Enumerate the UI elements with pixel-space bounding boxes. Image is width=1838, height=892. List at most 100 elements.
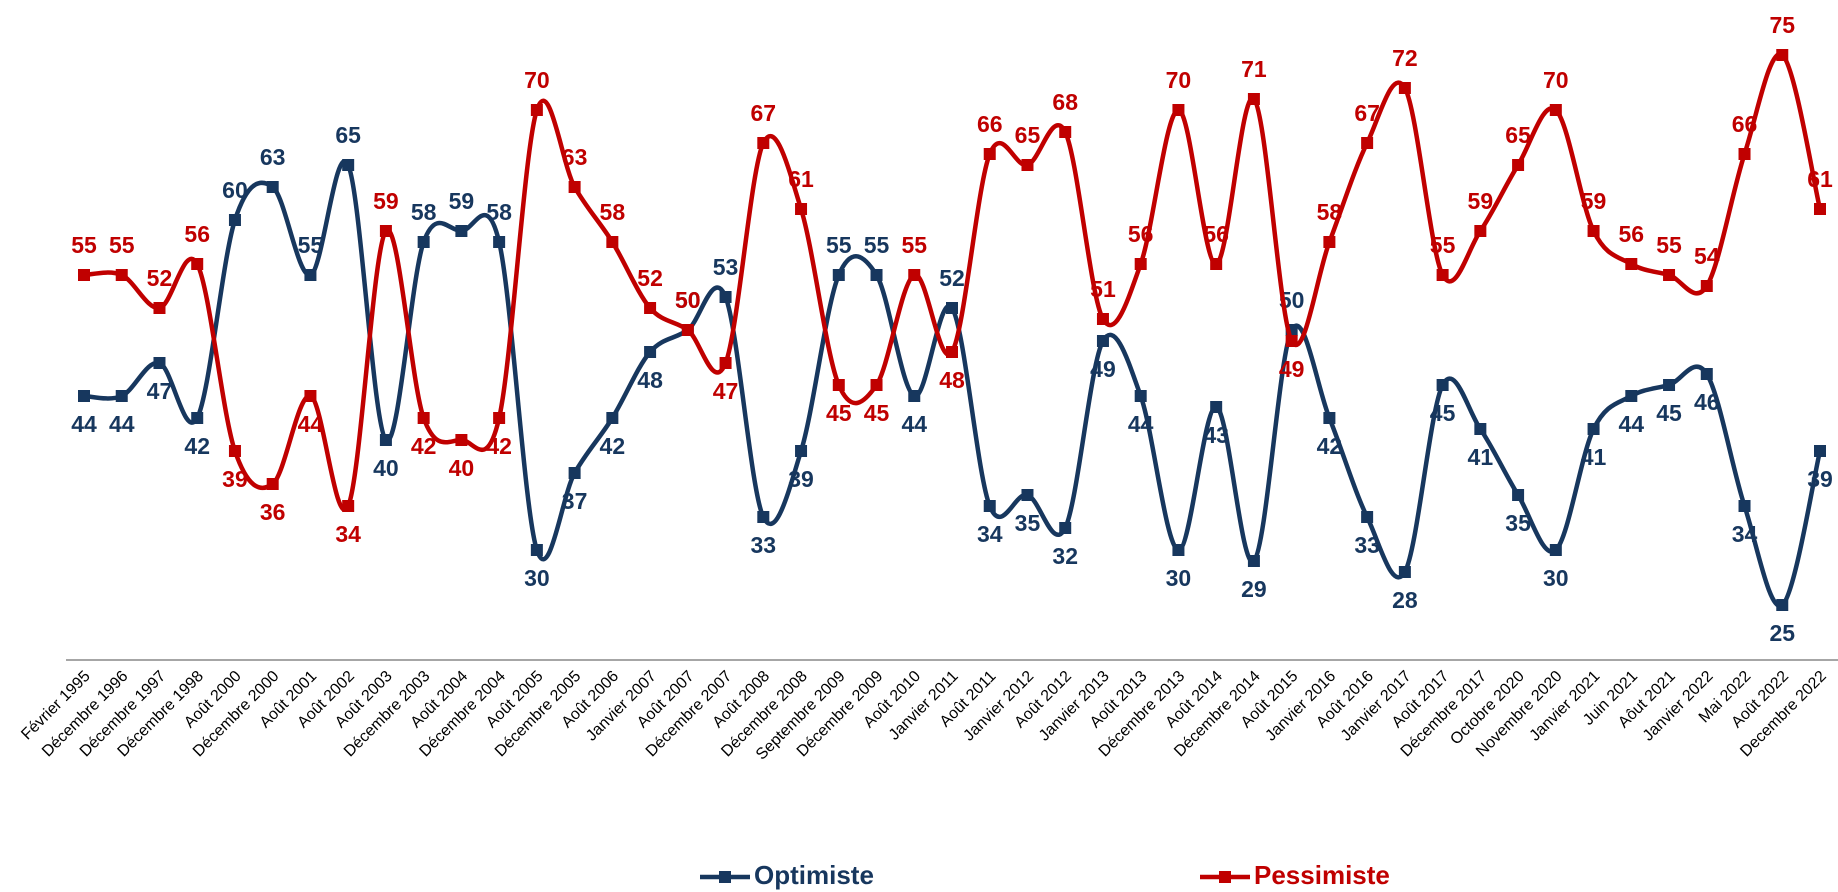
- data-label: 30: [1166, 565, 1192, 591]
- legend-marker: [1219, 871, 1231, 883]
- data-label: 44: [1619, 411, 1645, 437]
- marker: [1776, 49, 1789, 61]
- data-label: 50: [675, 287, 701, 313]
- marker: [228, 445, 241, 457]
- marker: [1059, 522, 1072, 534]
- marker: [379, 434, 392, 446]
- data-label: 45: [826, 400, 852, 426]
- marker: [568, 181, 581, 193]
- data-label: 51: [1090, 276, 1116, 302]
- data-label: 33: [751, 532, 777, 558]
- data-label: 66: [1732, 111, 1758, 137]
- marker: [304, 390, 317, 402]
- marker: [1474, 423, 1487, 435]
- data-label: 67: [1354, 100, 1380, 126]
- data-label: 42: [411, 433, 437, 459]
- marker: [1625, 390, 1638, 402]
- data-label: 45: [864, 400, 890, 426]
- data-label: 56: [1203, 221, 1229, 247]
- marker: [304, 269, 317, 281]
- data-label: 49: [1090, 356, 1116, 382]
- marker: [1700, 280, 1713, 292]
- marker: [417, 236, 430, 248]
- marker: [228, 214, 241, 226]
- data-label: 40: [449, 455, 475, 481]
- marker: [530, 544, 543, 556]
- marker: [379, 225, 392, 237]
- data-label: 65: [335, 122, 361, 148]
- data-label: 68: [1052, 89, 1078, 115]
- data-label: 55: [864, 232, 890, 258]
- marker: [832, 379, 845, 391]
- marker: [1323, 412, 1336, 424]
- marker: [1700, 368, 1713, 380]
- marker: [1512, 159, 1525, 171]
- marker: [1738, 148, 1751, 160]
- data-label: 42: [486, 433, 512, 459]
- data-label: 33: [1354, 532, 1380, 558]
- data-label: 56: [1128, 221, 1154, 247]
- data-label: 34: [1732, 521, 1758, 547]
- marker: [795, 203, 808, 215]
- marker: [1776, 599, 1789, 611]
- data-label: 59: [373, 188, 399, 214]
- marker: [78, 390, 90, 402]
- marker: [1398, 566, 1411, 578]
- legend-label: Optimiste: [754, 860, 874, 890]
- data-label: 42: [600, 433, 626, 459]
- marker: [78, 269, 90, 281]
- marker: [719, 357, 732, 369]
- marker: [191, 412, 204, 424]
- marker: [493, 236, 506, 248]
- data-label: 55: [1430, 232, 1456, 258]
- marker: [908, 390, 921, 402]
- data-label: 43: [1203, 422, 1229, 448]
- data-label: 55: [109, 232, 135, 258]
- marker: [191, 258, 204, 270]
- data-label: 32: [1052, 543, 1078, 569]
- data-label: 50: [675, 287, 701, 313]
- data-label: 30: [1543, 565, 1569, 591]
- data-label: 34: [335, 521, 361, 547]
- data-label: 71: [1241, 56, 1267, 82]
- marker: [681, 324, 694, 336]
- marker: [1625, 258, 1638, 270]
- data-label: 37: [562, 488, 588, 514]
- marker: [342, 159, 355, 171]
- marker: [115, 390, 128, 402]
- data-label: 48: [939, 367, 965, 393]
- marker: [1663, 379, 1676, 391]
- data-label: 35: [1015, 510, 1041, 536]
- marker: [719, 291, 732, 303]
- marker: [153, 302, 166, 314]
- data-label: 46: [1694, 389, 1720, 415]
- data-label: 47: [713, 378, 739, 404]
- marker: [644, 346, 657, 358]
- data-label: 41: [1468, 444, 1494, 470]
- marker: [1323, 236, 1336, 248]
- marker: [568, 467, 581, 479]
- data-label: 30: [524, 565, 550, 591]
- marker: [908, 269, 921, 281]
- data-label: 52: [939, 265, 965, 291]
- marker: [1474, 225, 1487, 237]
- data-label: 55: [71, 232, 97, 258]
- data-label: 63: [260, 144, 286, 170]
- marker: [1134, 390, 1147, 402]
- data-label: 45: [1656, 400, 1682, 426]
- marker: [266, 181, 279, 193]
- data-label: 25: [1769, 620, 1795, 646]
- marker: [266, 478, 279, 490]
- data-label: 70: [524, 67, 550, 93]
- data-label: 42: [184, 433, 210, 459]
- marker: [983, 500, 996, 512]
- marker: [1285, 335, 1298, 347]
- data-label: 59: [1468, 188, 1494, 214]
- data-label: 28: [1392, 587, 1418, 613]
- marker: [1247, 93, 1260, 105]
- data-label: 66: [977, 111, 1003, 137]
- data-label: 63: [562, 144, 588, 170]
- marker: [946, 302, 958, 314]
- data-label: 61: [788, 166, 814, 192]
- data-label: 44: [1128, 411, 1154, 437]
